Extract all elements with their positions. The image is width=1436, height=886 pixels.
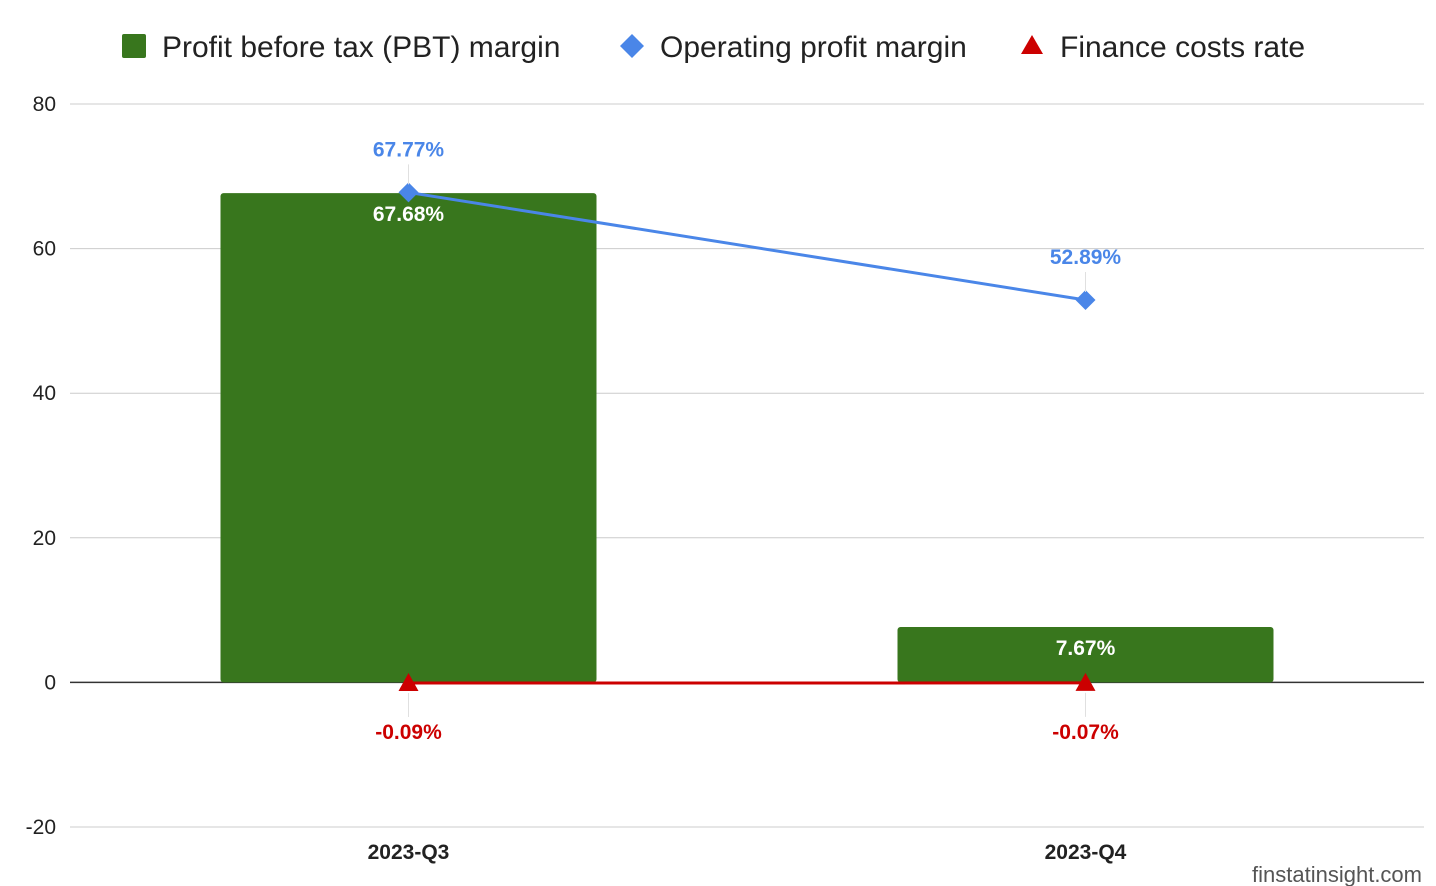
legend-swatch-triangle (1021, 35, 1043, 54)
y-tick-label: 60 (33, 238, 56, 261)
legend-label: Finance costs rate (1060, 31, 1305, 64)
watermark: finstatinsight.com (1252, 862, 1422, 886)
line-series (398, 182, 1096, 692)
legend-label: Operating profit margin (660, 31, 967, 64)
legend-label: Profit before tax (PBT) margin (162, 31, 560, 64)
data-label: 67.77% (373, 138, 445, 161)
x-tick-label: 2023-Q4 (1045, 841, 1127, 864)
legend-item: Finance costs rate (1021, 31, 1305, 64)
legend: Profit before tax (PBT) margin Operating … (122, 31, 1305, 64)
data-labels: 67.68% 7.67% 67.77% 52.89% -0.09% -0.07% (373, 138, 1122, 744)
data-label: -0.09% (375, 721, 442, 744)
legend-item: Operating profit margin (620, 31, 967, 64)
y-tick-label: 80 (33, 93, 56, 116)
y-axis: -20 0 20 40 60 80 (26, 93, 56, 839)
y-tick-label: 20 (33, 527, 56, 550)
data-label: 52.89% (1050, 246, 1122, 269)
triangle-marker (1075, 672, 1096, 691)
triangle-marker (398, 673, 419, 692)
data-label: 7.67% (1056, 637, 1116, 660)
bar (220, 193, 597, 683)
x-tick-label: 2023-Q3 (368, 841, 450, 864)
diamond-marker (398, 182, 419, 203)
series-line (408, 190, 1086, 302)
data-label: 67.68% (373, 203, 445, 226)
diamond-marker (1075, 290, 1096, 311)
y-tick-label: 40 (33, 382, 56, 405)
bar (897, 626, 1274, 683)
y-tick-label: -20 (26, 816, 56, 839)
legend-swatch-diamond (620, 34, 644, 58)
legend-item: Profit before tax (PBT) margin (122, 31, 560, 64)
bar-series (220, 193, 1274, 683)
y-tick-label: 0 (44, 671, 56, 694)
x-axis: 2023-Q3 2023-Q4 (368, 841, 1127, 864)
data-label: -0.07% (1052, 721, 1119, 744)
legend-swatch-square (122, 34, 146, 58)
